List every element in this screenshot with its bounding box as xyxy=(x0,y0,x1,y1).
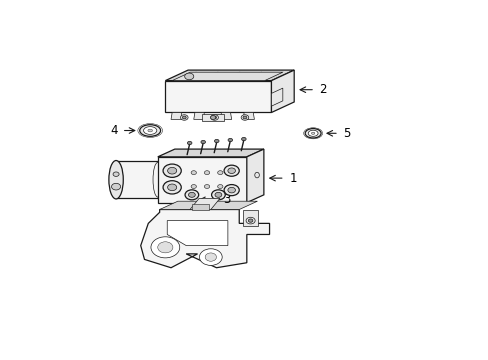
Circle shape xyxy=(204,171,209,175)
Ellipse shape xyxy=(109,161,123,199)
Circle shape xyxy=(158,242,173,253)
Circle shape xyxy=(205,253,216,261)
Ellipse shape xyxy=(254,172,259,178)
Circle shape xyxy=(163,181,181,194)
Polygon shape xyxy=(189,198,220,210)
Polygon shape xyxy=(193,112,205,120)
Circle shape xyxy=(111,183,121,190)
Polygon shape xyxy=(271,88,282,106)
Circle shape xyxy=(241,138,245,141)
Polygon shape xyxy=(158,149,264,157)
Text: 1: 1 xyxy=(289,172,296,185)
Ellipse shape xyxy=(143,127,157,134)
Polygon shape xyxy=(165,81,271,112)
Circle shape xyxy=(245,217,255,224)
Polygon shape xyxy=(116,161,158,198)
Polygon shape xyxy=(220,112,231,120)
Ellipse shape xyxy=(311,132,314,134)
Polygon shape xyxy=(171,112,182,120)
Circle shape xyxy=(217,185,223,188)
Circle shape xyxy=(224,165,239,176)
Polygon shape xyxy=(159,201,257,210)
Polygon shape xyxy=(191,204,208,210)
Polygon shape xyxy=(271,70,294,112)
Circle shape xyxy=(224,185,239,196)
Polygon shape xyxy=(167,221,227,246)
Circle shape xyxy=(180,115,188,120)
Circle shape xyxy=(201,140,205,144)
Circle shape xyxy=(182,116,186,119)
Polygon shape xyxy=(172,72,282,81)
Circle shape xyxy=(210,115,218,120)
Circle shape xyxy=(212,116,216,119)
Ellipse shape xyxy=(305,129,321,138)
Polygon shape xyxy=(165,70,294,81)
Ellipse shape xyxy=(153,162,162,197)
Text: 5: 5 xyxy=(342,127,349,140)
Circle shape xyxy=(227,138,232,142)
Ellipse shape xyxy=(307,130,317,136)
Circle shape xyxy=(184,73,193,80)
Circle shape xyxy=(188,192,195,197)
Ellipse shape xyxy=(147,129,152,132)
Circle shape xyxy=(241,115,248,120)
Circle shape xyxy=(217,171,223,175)
Polygon shape xyxy=(202,114,223,121)
Circle shape xyxy=(187,141,192,145)
Circle shape xyxy=(248,219,252,222)
Text: 4: 4 xyxy=(110,124,118,137)
Polygon shape xyxy=(243,210,258,226)
Circle shape xyxy=(199,249,222,265)
Circle shape xyxy=(204,185,209,188)
Circle shape xyxy=(243,116,246,119)
Circle shape xyxy=(227,168,235,174)
Ellipse shape xyxy=(140,125,160,136)
Circle shape xyxy=(151,237,180,258)
Circle shape xyxy=(191,185,196,188)
Circle shape xyxy=(167,167,176,174)
Circle shape xyxy=(163,164,181,177)
Text: 2: 2 xyxy=(319,83,326,96)
Circle shape xyxy=(113,172,119,176)
Text: 3: 3 xyxy=(223,193,230,206)
Circle shape xyxy=(211,190,225,200)
Circle shape xyxy=(227,187,235,193)
Circle shape xyxy=(191,171,196,175)
Polygon shape xyxy=(246,149,264,203)
Circle shape xyxy=(214,139,219,143)
Circle shape xyxy=(215,192,222,197)
Polygon shape xyxy=(141,210,269,268)
Circle shape xyxy=(167,184,176,191)
Circle shape xyxy=(210,116,215,120)
Circle shape xyxy=(184,190,198,200)
Polygon shape xyxy=(243,112,254,120)
Polygon shape xyxy=(158,157,246,203)
